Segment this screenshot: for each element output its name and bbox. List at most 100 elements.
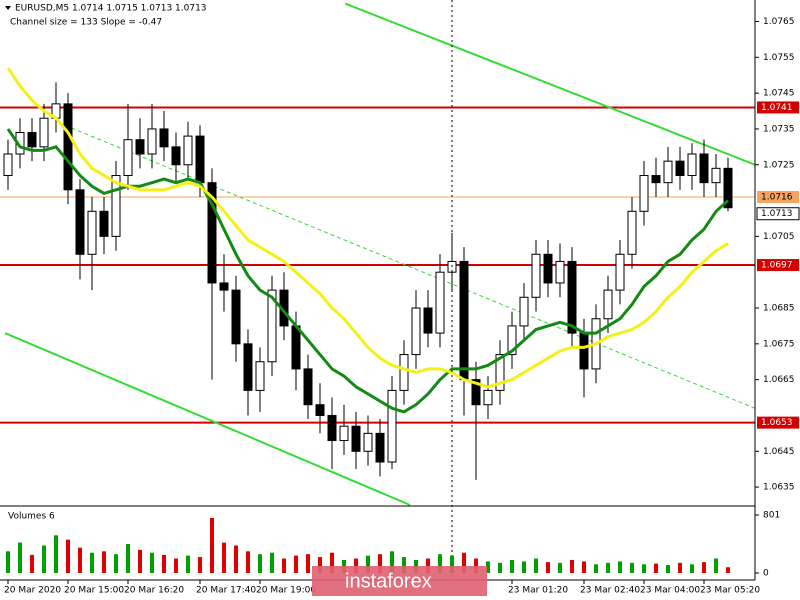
level-label-box — [757, 259, 799, 272]
candle-body — [147, 128, 157, 155]
y-tick-label: 1.0755 — [763, 53, 795, 63]
candle-body — [507, 325, 517, 356]
candle-body — [567, 260, 577, 334]
candle-body — [267, 289, 277, 363]
volume-tick-label: 801 — [763, 511, 780, 521]
moving-average — [6, 67, 729, 389]
bid-label: 1.0716 — [761, 192, 793, 202]
candle-body — [579, 332, 589, 370]
candle-body — [531, 253, 541, 298]
candle-body — [387, 389, 397, 463]
candle-body — [615, 253, 625, 291]
candle-body — [243, 343, 253, 391]
last-label: 1.0713 — [761, 209, 793, 219]
candle-body — [627, 210, 637, 255]
candle-body — [711, 167, 721, 184]
x-tick-label: 23 Mar 01:20 — [508, 586, 568, 596]
candle-body — [123, 139, 133, 176]
candle-body — [363, 432, 373, 452]
chart-title: EURUSD,M5 1.0714 1.0715 1.0713 1.0713 — [15, 4, 207, 14]
candle-body — [555, 260, 565, 284]
last-label-box — [756, 207, 800, 221]
x-tick-label: 20 Mar 17:40 — [196, 586, 256, 596]
candle-body — [495, 354, 505, 391]
y-tick-label: 1.0665 — [763, 375, 795, 385]
candle-body — [351, 425, 361, 452]
candle-body — [87, 210, 97, 255]
candle-body — [99, 210, 109, 237]
menu-triangle — [5, 6, 11, 10]
candle-body — [135, 139, 145, 155]
candle-body — [399, 354, 409, 391]
candle-body — [459, 260, 469, 381]
candle-body — [111, 174, 121, 237]
y-tick-label: 1.0745 — [763, 89, 795, 99]
candle-body — [699, 153, 709, 184]
candle-body — [411, 307, 421, 356]
trend-line — [64, 124, 756, 409]
candle-body — [603, 289, 613, 320]
level-label: 1.0697 — [761, 261, 793, 271]
candle-body — [171, 146, 181, 166]
candle-body — [303, 368, 313, 406]
y-tick-label: 1.0675 — [763, 339, 795, 349]
y-tick-label: 1.0685 — [763, 304, 795, 314]
candle-body — [63, 103, 73, 191]
y-tick-label: 1.0645 — [763, 447, 795, 457]
y-tick-label: 1.0765 — [763, 17, 795, 27]
candle-body — [255, 361, 265, 391]
candle-body — [651, 174, 661, 184]
y-tick-label: 1.0725 — [763, 160, 795, 170]
x-tick-label: 20 Mar 2020 — [4, 586, 61, 596]
candle-body — [3, 153, 13, 176]
candle-body — [27, 132, 37, 148]
candle-body — [183, 135, 193, 166]
candle-body — [159, 128, 169, 148]
candle-body — [375, 432, 385, 463]
x-tick-label: 20 Mar 15:00 — [64, 586, 124, 596]
candle-body — [435, 271, 445, 334]
candle-body — [423, 307, 433, 334]
bid-label-box — [757, 190, 799, 203]
candle-body — [207, 182, 217, 284]
candle-body — [663, 160, 673, 184]
y-tick-label: 1.0705 — [763, 232, 795, 242]
level-label: 1.0653 — [761, 418, 793, 428]
candle-body — [39, 117, 49, 148]
candle-body — [519, 296, 529, 327]
x-tick-label: 23 Mar 04:00 — [640, 586, 700, 596]
x-tick-label: 23 Mar 05:20 — [700, 586, 760, 596]
volume-tick-label: 0 — [763, 569, 769, 579]
trend-line — [4, 332, 411, 506]
x-tick-label: 20 Mar 16:20 — [124, 586, 184, 596]
x-tick-label: 23 Mar 02:40 — [580, 586, 640, 596]
candle-body — [687, 153, 697, 176]
volume-title: Volumes 6 — [8, 512, 55, 522]
candle-body — [639, 174, 649, 212]
watermark: instaforex — [345, 570, 432, 592]
y-tick-label: 1.0735 — [763, 124, 795, 134]
trend-line — [344, 2, 756, 166]
price-panel — [0, 2, 756, 506]
candle-body — [327, 414, 337, 442]
candle-body — [195, 135, 205, 184]
indicator-info: Channel size = 133 Slope = -0.47 — [10, 18, 162, 28]
candle-body — [543, 253, 553, 284]
level-label: 1.0741 — [761, 103, 793, 113]
candle-body — [75, 189, 85, 255]
candle-body — [219, 282, 229, 291]
candle-body — [675, 160, 685, 176]
level-label-box — [757, 416, 799, 429]
candle-body — [723, 167, 733, 209]
x-tick-label: 20 Mar 19:00 — [256, 586, 316, 596]
level-label-box — [757, 101, 799, 114]
candle-body — [471, 379, 481, 406]
candle-body — [315, 404, 325, 416]
candle-body — [339, 425, 349, 442]
candle-body — [291, 325, 301, 370]
candle-body — [483, 389, 493, 406]
candle-body — [231, 289, 241, 345]
